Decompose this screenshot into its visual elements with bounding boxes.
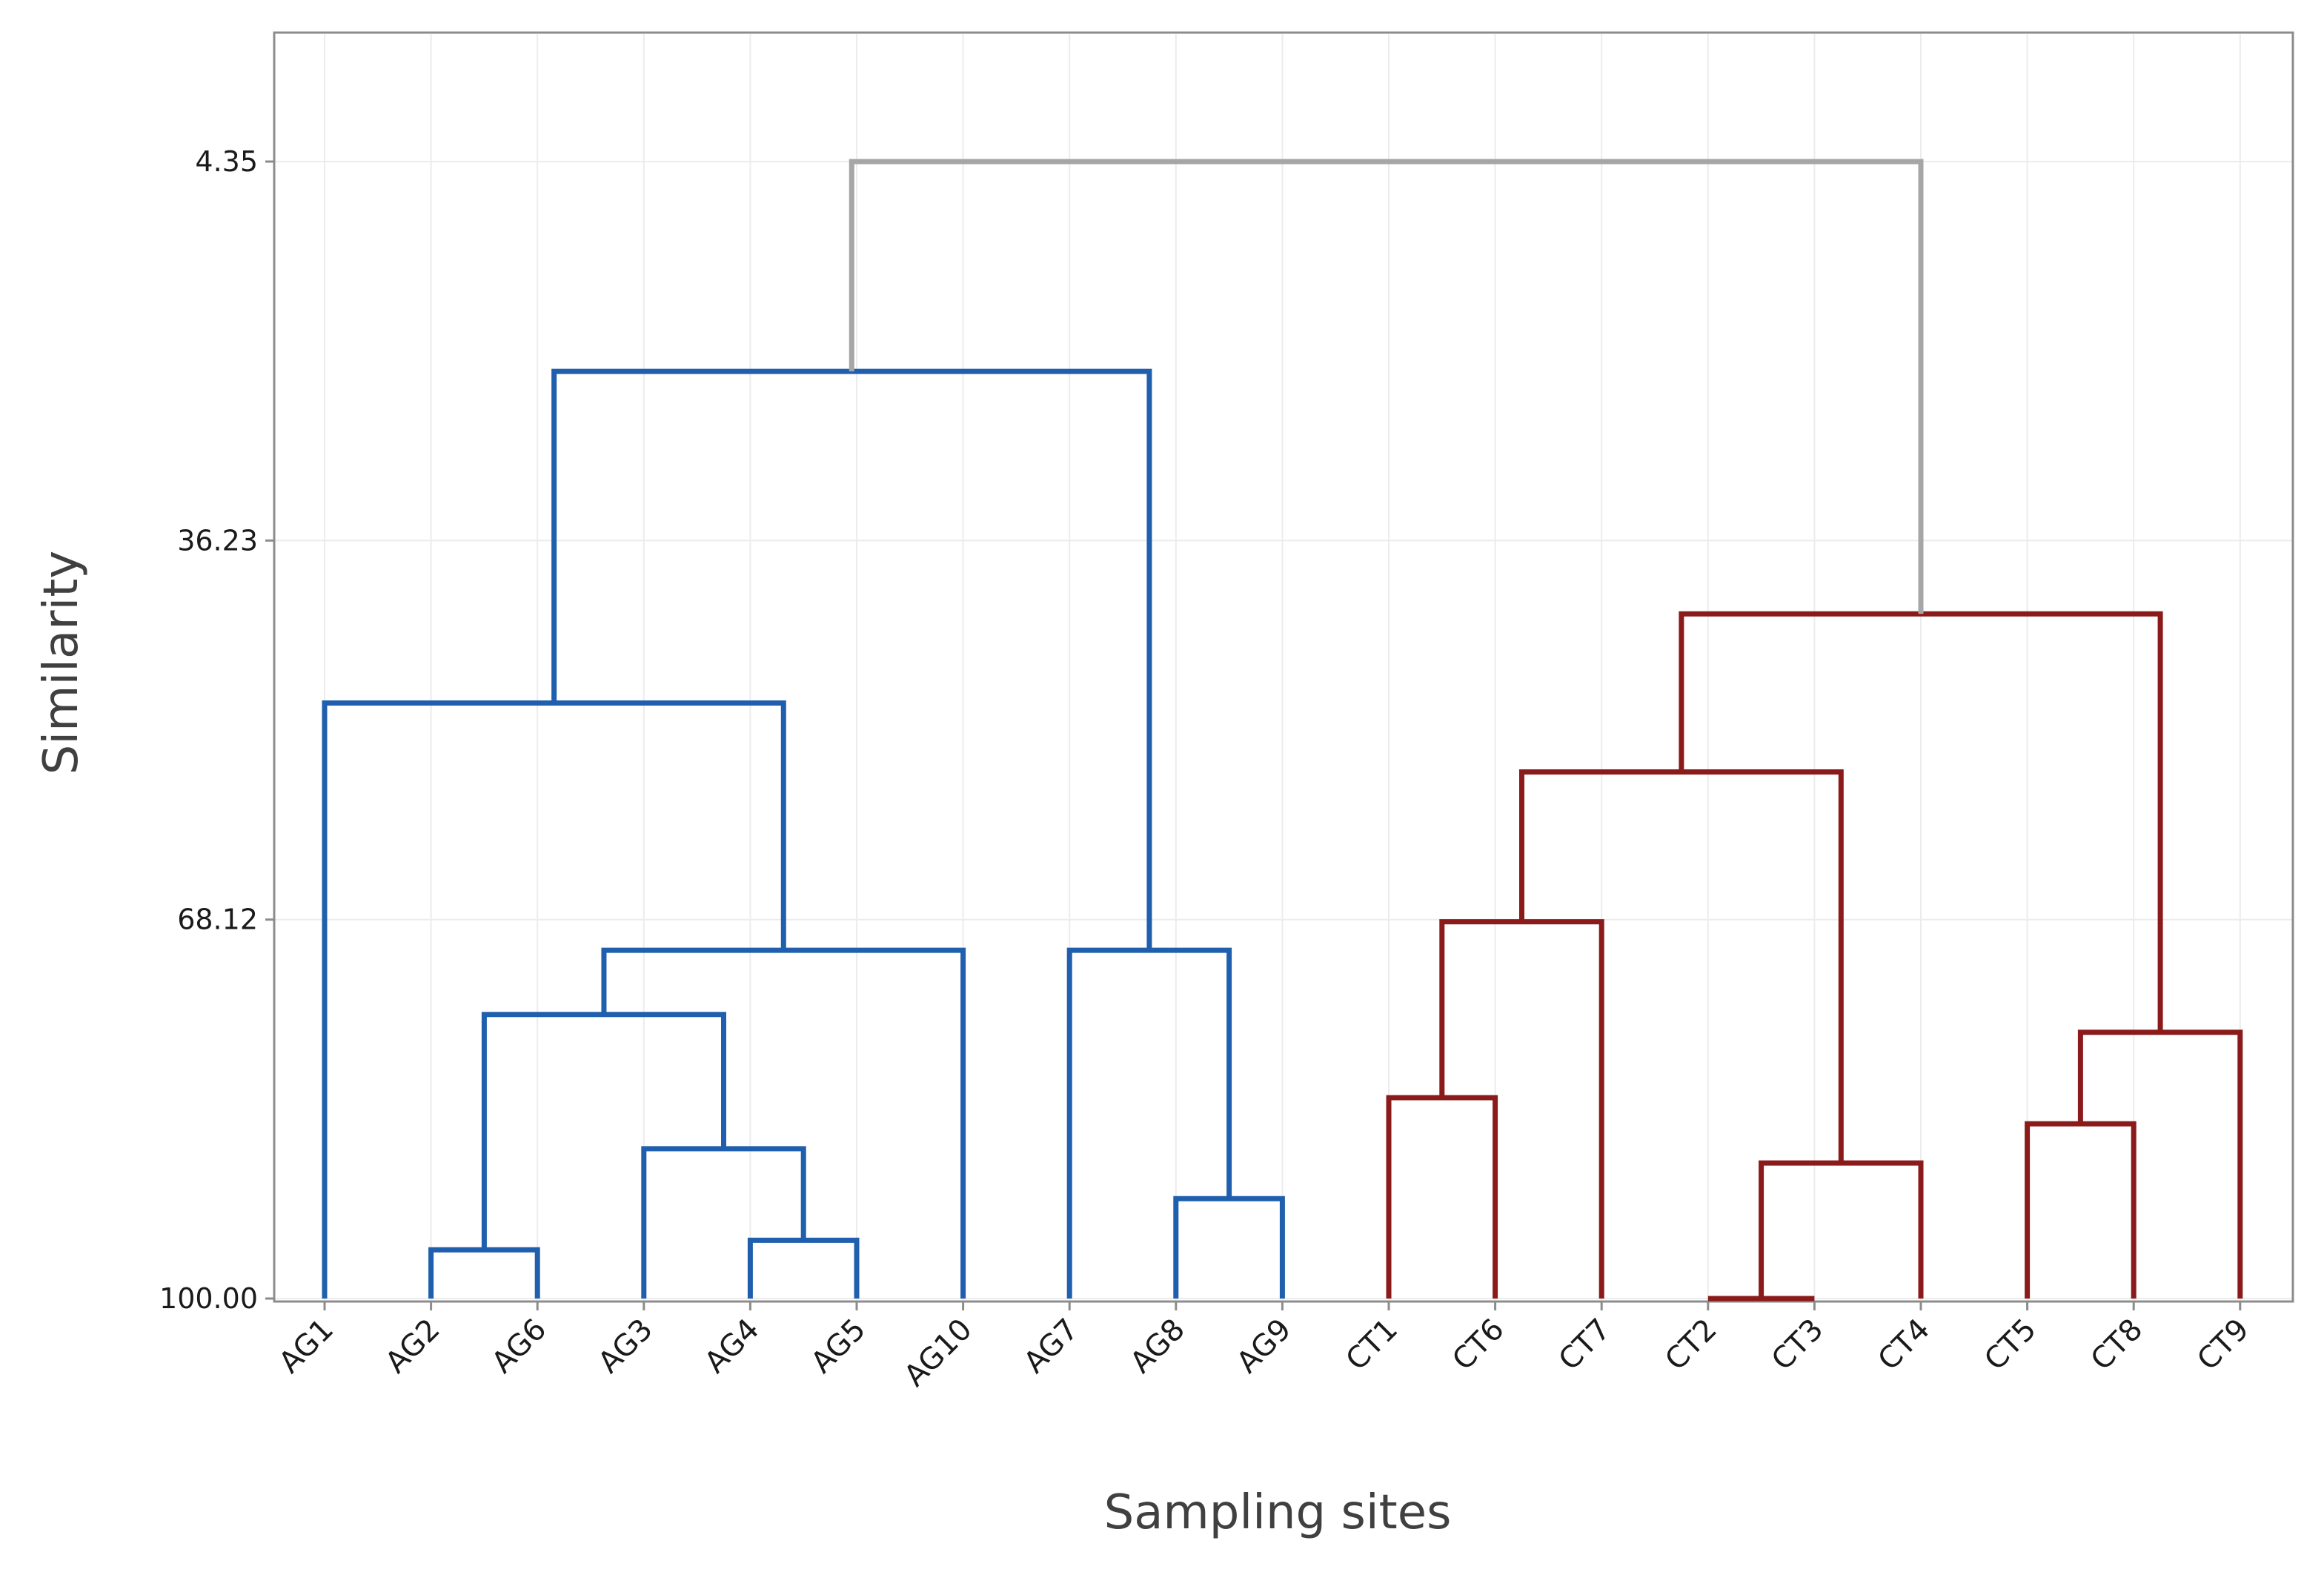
y-axis-ticks: 4.35 36.23 68.12 100.00 <box>159 145 274 1315</box>
dendrogram-branch <box>2077 1029 2243 1299</box>
plot-frame <box>273 31 2294 1303</box>
y-tick-label: 36.23 <box>177 524 258 557</box>
dendrogram-branch <box>428 1247 540 1299</box>
dendrogram-branch <box>601 947 966 1299</box>
dendrogram-branch <box>2025 1121 2137 1299</box>
y-tick-label: 68.12 <box>177 903 258 936</box>
dendrogram-branch <box>849 159 1924 614</box>
dendrogram-branches <box>322 159 2243 1302</box>
dendrogram-branch <box>641 1146 806 1299</box>
x-axis-title: Sampling sites <box>1104 1485 1452 1540</box>
y-tick-label: 100.00 <box>159 1282 258 1315</box>
dendrogram-branch <box>1439 919 1604 1299</box>
y-axis-title: Similarity <box>34 551 89 775</box>
y-tick-label: 4.35 <box>195 145 258 178</box>
dendrogram-branch <box>747 1237 860 1299</box>
dendrogram-branch <box>1066 947 1232 1299</box>
